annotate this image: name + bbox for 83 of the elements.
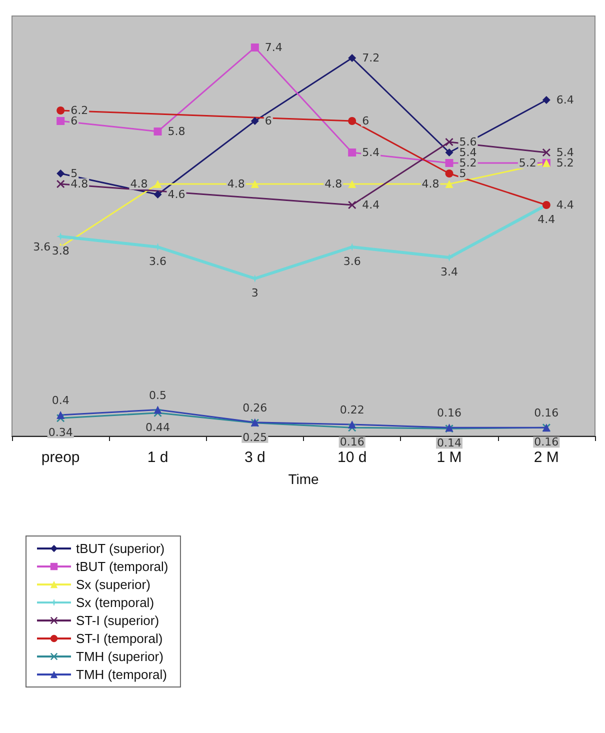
data-label: 0.16 <box>534 406 559 420</box>
data-label: 4.8 <box>130 178 148 190</box>
data-label: 0.16 <box>437 406 462 420</box>
point <box>154 406 162 414</box>
data-label: 6 <box>362 114 370 128</box>
point <box>445 148 454 156</box>
point <box>445 159 454 167</box>
x-axis-title: Time <box>288 471 320 487</box>
legend-label: tBUT (superior) <box>76 541 165 556</box>
legend-label: tBUT (temporal) <box>76 559 168 574</box>
legend-label: ST-I (superior) <box>76 613 160 628</box>
data-label: 0.4 <box>52 394 70 407</box>
data-label: 3 <box>251 286 258 300</box>
data-label: 4.8 <box>227 178 245 190</box>
point <box>56 117 65 125</box>
data-label: 4.4 <box>538 213 556 226</box>
data-label: 6 <box>264 114 272 128</box>
legend-label: Sx (temporal) <box>76 595 154 610</box>
data-label: 4.6 <box>168 188 186 201</box>
data-label: 7.4 <box>264 41 282 54</box>
data-label: 3.6 <box>343 255 361 268</box>
data-label: 7.2 <box>362 52 380 64</box>
point <box>56 180 65 188</box>
point <box>445 180 454 188</box>
point <box>445 170 454 178</box>
data-label: 0.16 <box>340 436 364 449</box>
data-label: 0.25 <box>242 430 268 444</box>
data-label: 5.2 <box>556 156 574 170</box>
legend-label: TMH (temporal) <box>76 667 168 682</box>
point <box>154 128 162 136</box>
data-label: 6.2 <box>70 104 88 117</box>
x-tick-label: 1 M <box>436 449 462 466</box>
x-tick-label: preop <box>41 449 80 466</box>
point <box>56 170 65 178</box>
data-label: 0.34 <box>48 426 73 440</box>
data-label: 0.14 <box>437 436 462 450</box>
data-label: 5 <box>70 167 78 180</box>
point <box>250 180 259 188</box>
data-label: 0.16 <box>534 436 559 449</box>
data-label: 5.8 <box>168 125 186 138</box>
point <box>56 106 65 114</box>
data-label: 4.8 <box>70 178 88 190</box>
legend-label: ST-I (temporal) <box>76 631 163 646</box>
data-label: 0.22 <box>340 403 364 416</box>
point <box>348 117 356 125</box>
data-label: 6 <box>70 114 78 128</box>
point <box>250 44 259 52</box>
point <box>250 117 259 125</box>
point <box>348 420 356 428</box>
point <box>348 180 356 188</box>
data-label: 5.4 <box>362 146 380 159</box>
point <box>542 148 550 156</box>
data-label: 4.4 <box>362 198 380 212</box>
data-label: 5 <box>459 167 466 180</box>
data-label: 4.8 <box>422 178 440 190</box>
data-label: 5.6 <box>459 136 477 148</box>
legend-label: Sx (superior) <box>76 577 150 592</box>
point <box>348 54 356 62</box>
data-label: 3.6 <box>149 255 166 268</box>
point <box>348 201 356 209</box>
data-label: 0.44 <box>146 420 170 434</box>
legend-label: TMH (superior) <box>76 649 164 664</box>
data-label: 5.2 <box>459 156 477 170</box>
data-label: 0.5 <box>149 388 166 402</box>
data-label: 3.6 <box>33 240 51 254</box>
point <box>348 148 356 156</box>
point <box>542 96 550 104</box>
x-tick-label: 3 d <box>244 449 266 466</box>
data-label: 4.8 <box>324 178 342 190</box>
data-label: 5.4 <box>556 146 574 159</box>
x-tick-label: 2 M <box>534 449 559 466</box>
x-tick-label: 1 d <box>147 449 168 466</box>
point <box>445 138 454 146</box>
point <box>154 190 162 198</box>
data-label: 6.4 <box>556 94 574 106</box>
point <box>154 180 162 188</box>
data-label: 3.4 <box>440 266 458 278</box>
x-tick-label: 10 d <box>337 449 367 466</box>
data-label: 5.4 <box>459 146 477 159</box>
data-label: 4.4 <box>556 198 574 212</box>
point <box>56 411 65 419</box>
data-label: 0.26 <box>242 401 268 414</box>
data-label: 5.2 <box>518 156 536 170</box>
